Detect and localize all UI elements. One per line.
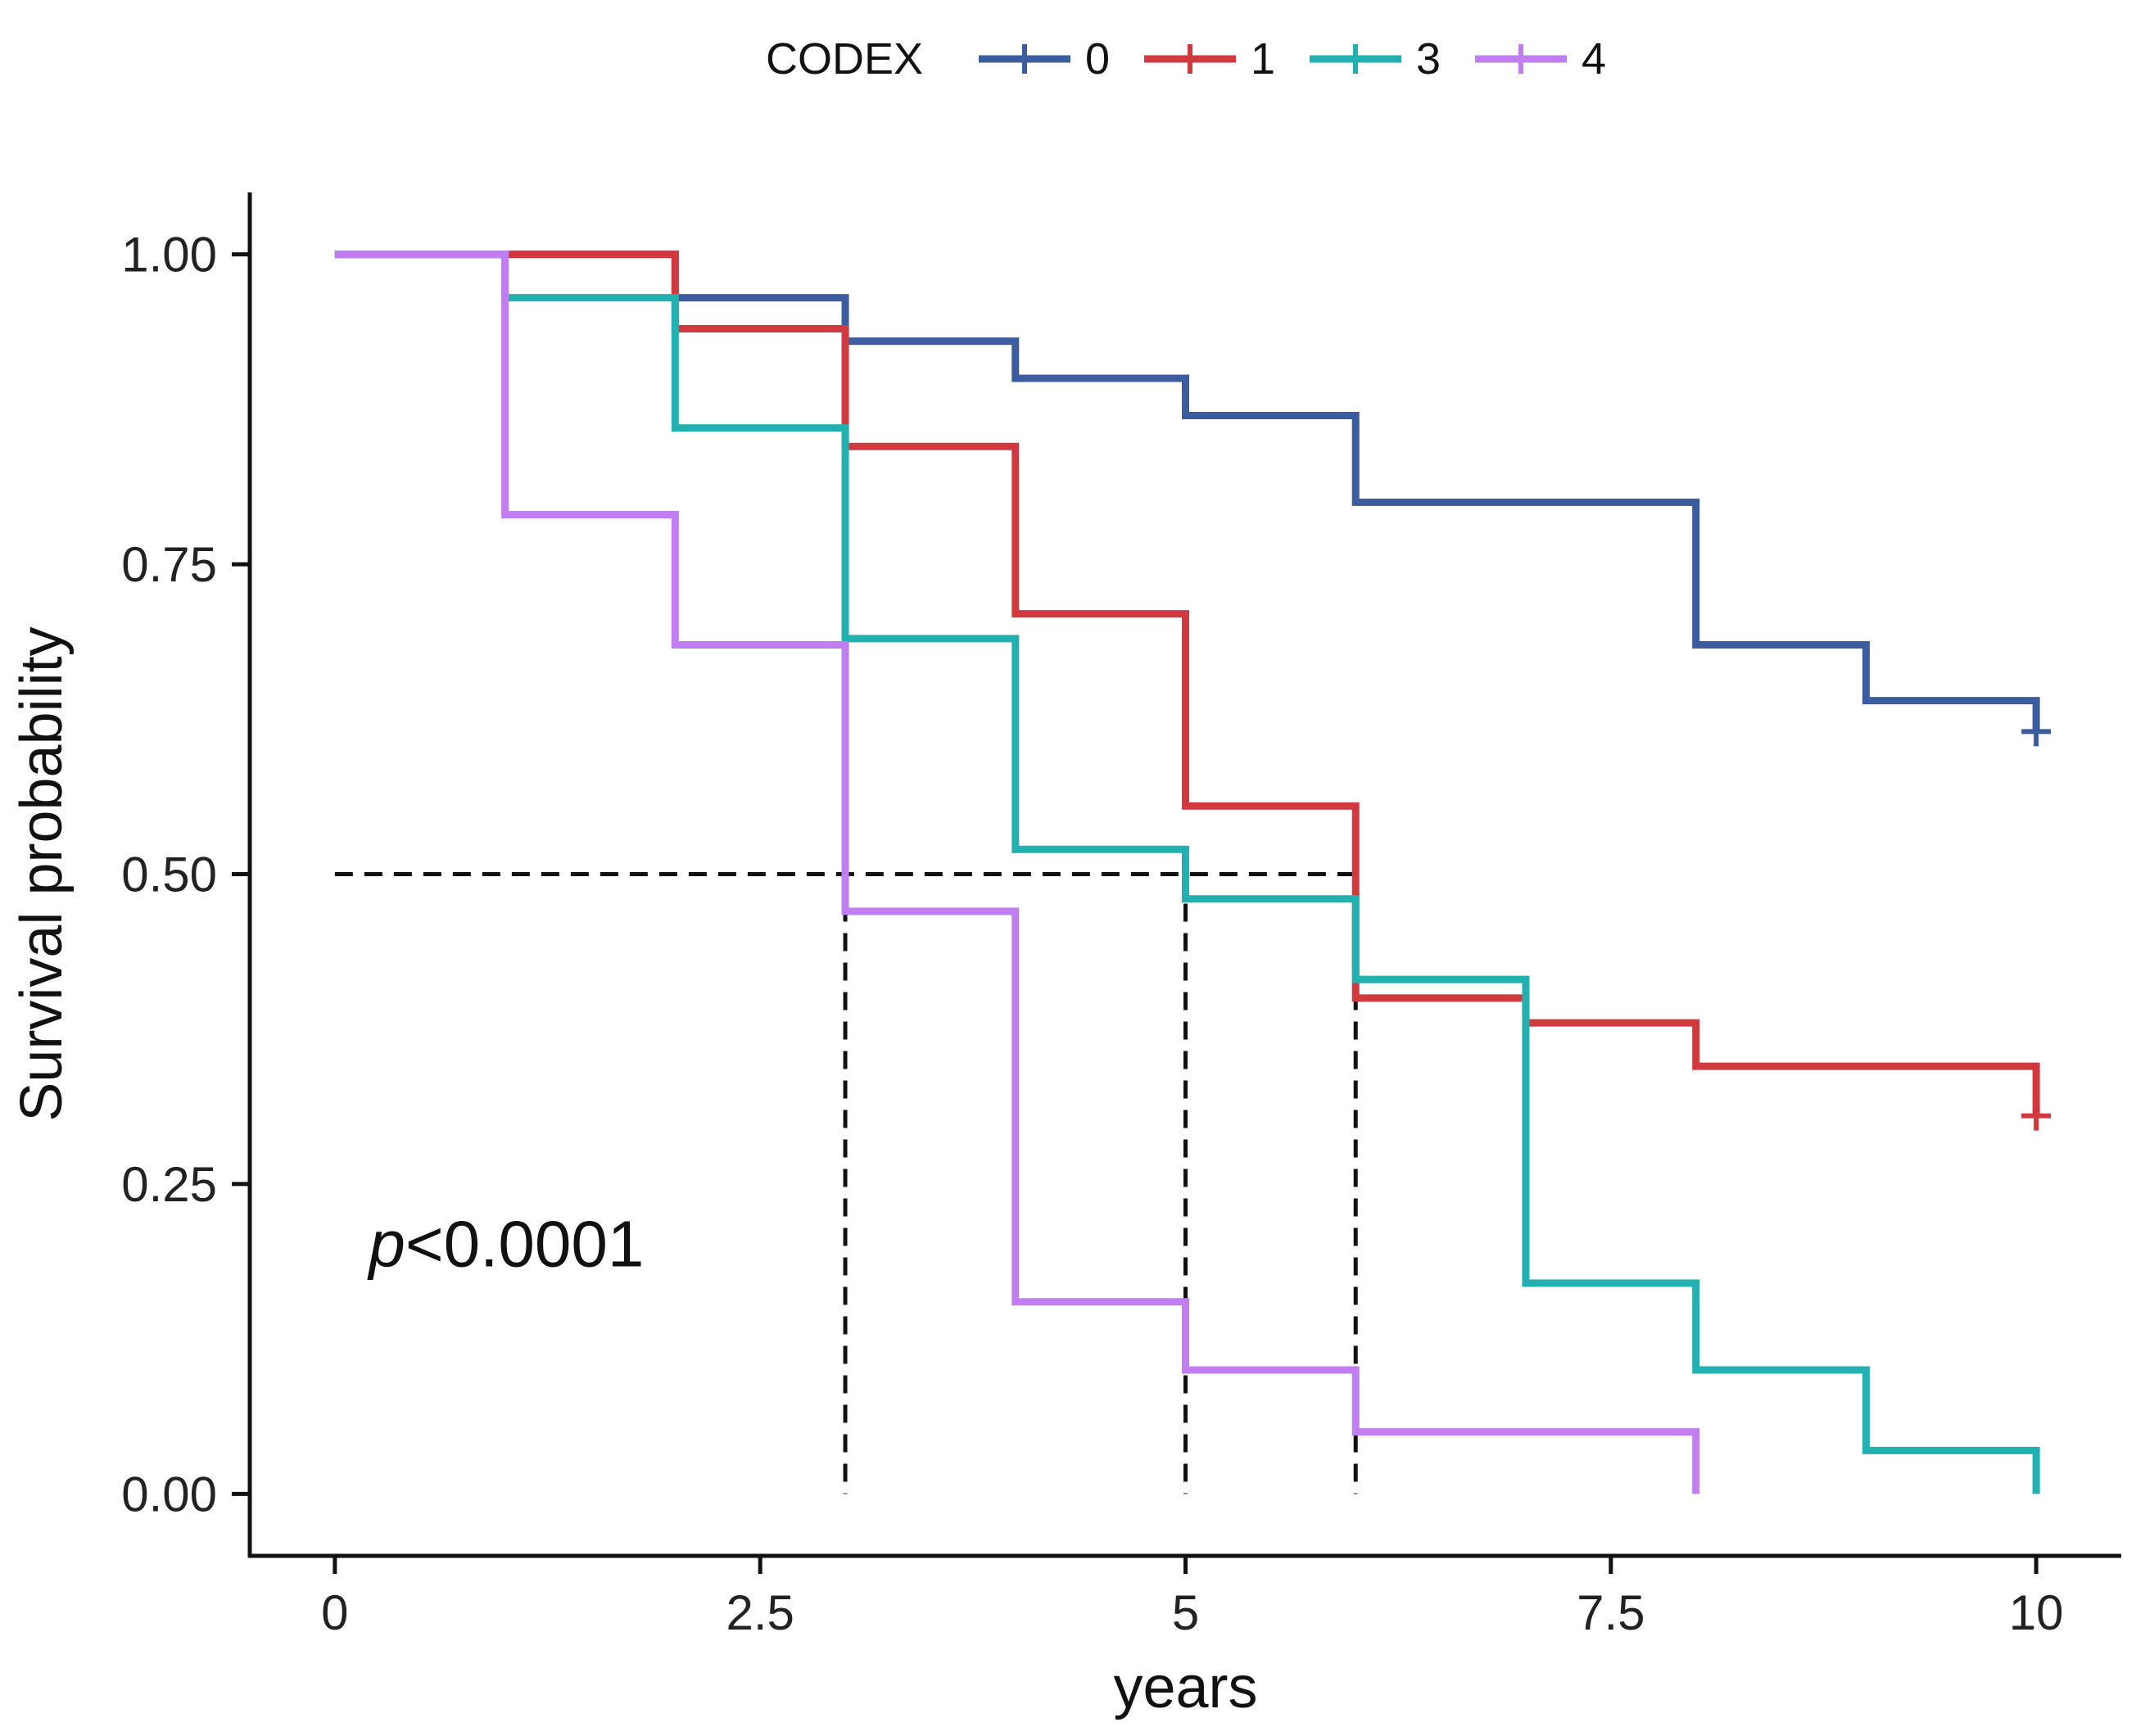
x-tick-label: 5 [1172,1585,1199,1640]
survival-curve-1 [334,251,2040,1116]
y-tick-label: 0.50 [121,848,217,902]
y-axis-title: Survival probability [9,626,75,1121]
survival-curve-3 [334,251,2040,1494]
p-value-annotation: p<0.0001 [367,1208,644,1281]
y-tick-label: 1.00 [121,228,217,283]
survival-curve-4 [334,251,1700,1494]
censor-mark [2021,1101,2052,1131]
legend-title: CODEX [766,34,923,84]
p-value-text: <0.0001 [405,1208,644,1281]
censor-mark [2021,717,2052,747]
median-lines [334,872,1358,1494]
legend: CODEX 0 1 3 4 [766,34,1606,84]
ticks: 0 2.5 5 7.5 10 0.00 0.25 0.50 0.75 1.00 [121,228,2063,1640]
legend-label-0: 0 [1085,34,1110,84]
x-axis-title: years [1113,1655,1257,1720]
y-tick-label: 0.25 [121,1157,217,1212]
y-tick-label: 0.00 [121,1467,217,1521]
legend-label-1: 1 [1251,34,1275,84]
survival-curves [334,251,2052,1494]
legend-label-4: 4 [1582,34,1606,84]
x-tick-label: 2.5 [726,1585,794,1640]
legend-label-3: 3 [1416,34,1441,84]
x-tick-label: 0 [321,1585,348,1640]
y-tick-label: 0.75 [121,537,217,592]
x-tick-label: 10 [2009,1585,2064,1640]
p-value-symbol: p [367,1208,405,1281]
x-tick-label: 7.5 [1577,1585,1645,1640]
